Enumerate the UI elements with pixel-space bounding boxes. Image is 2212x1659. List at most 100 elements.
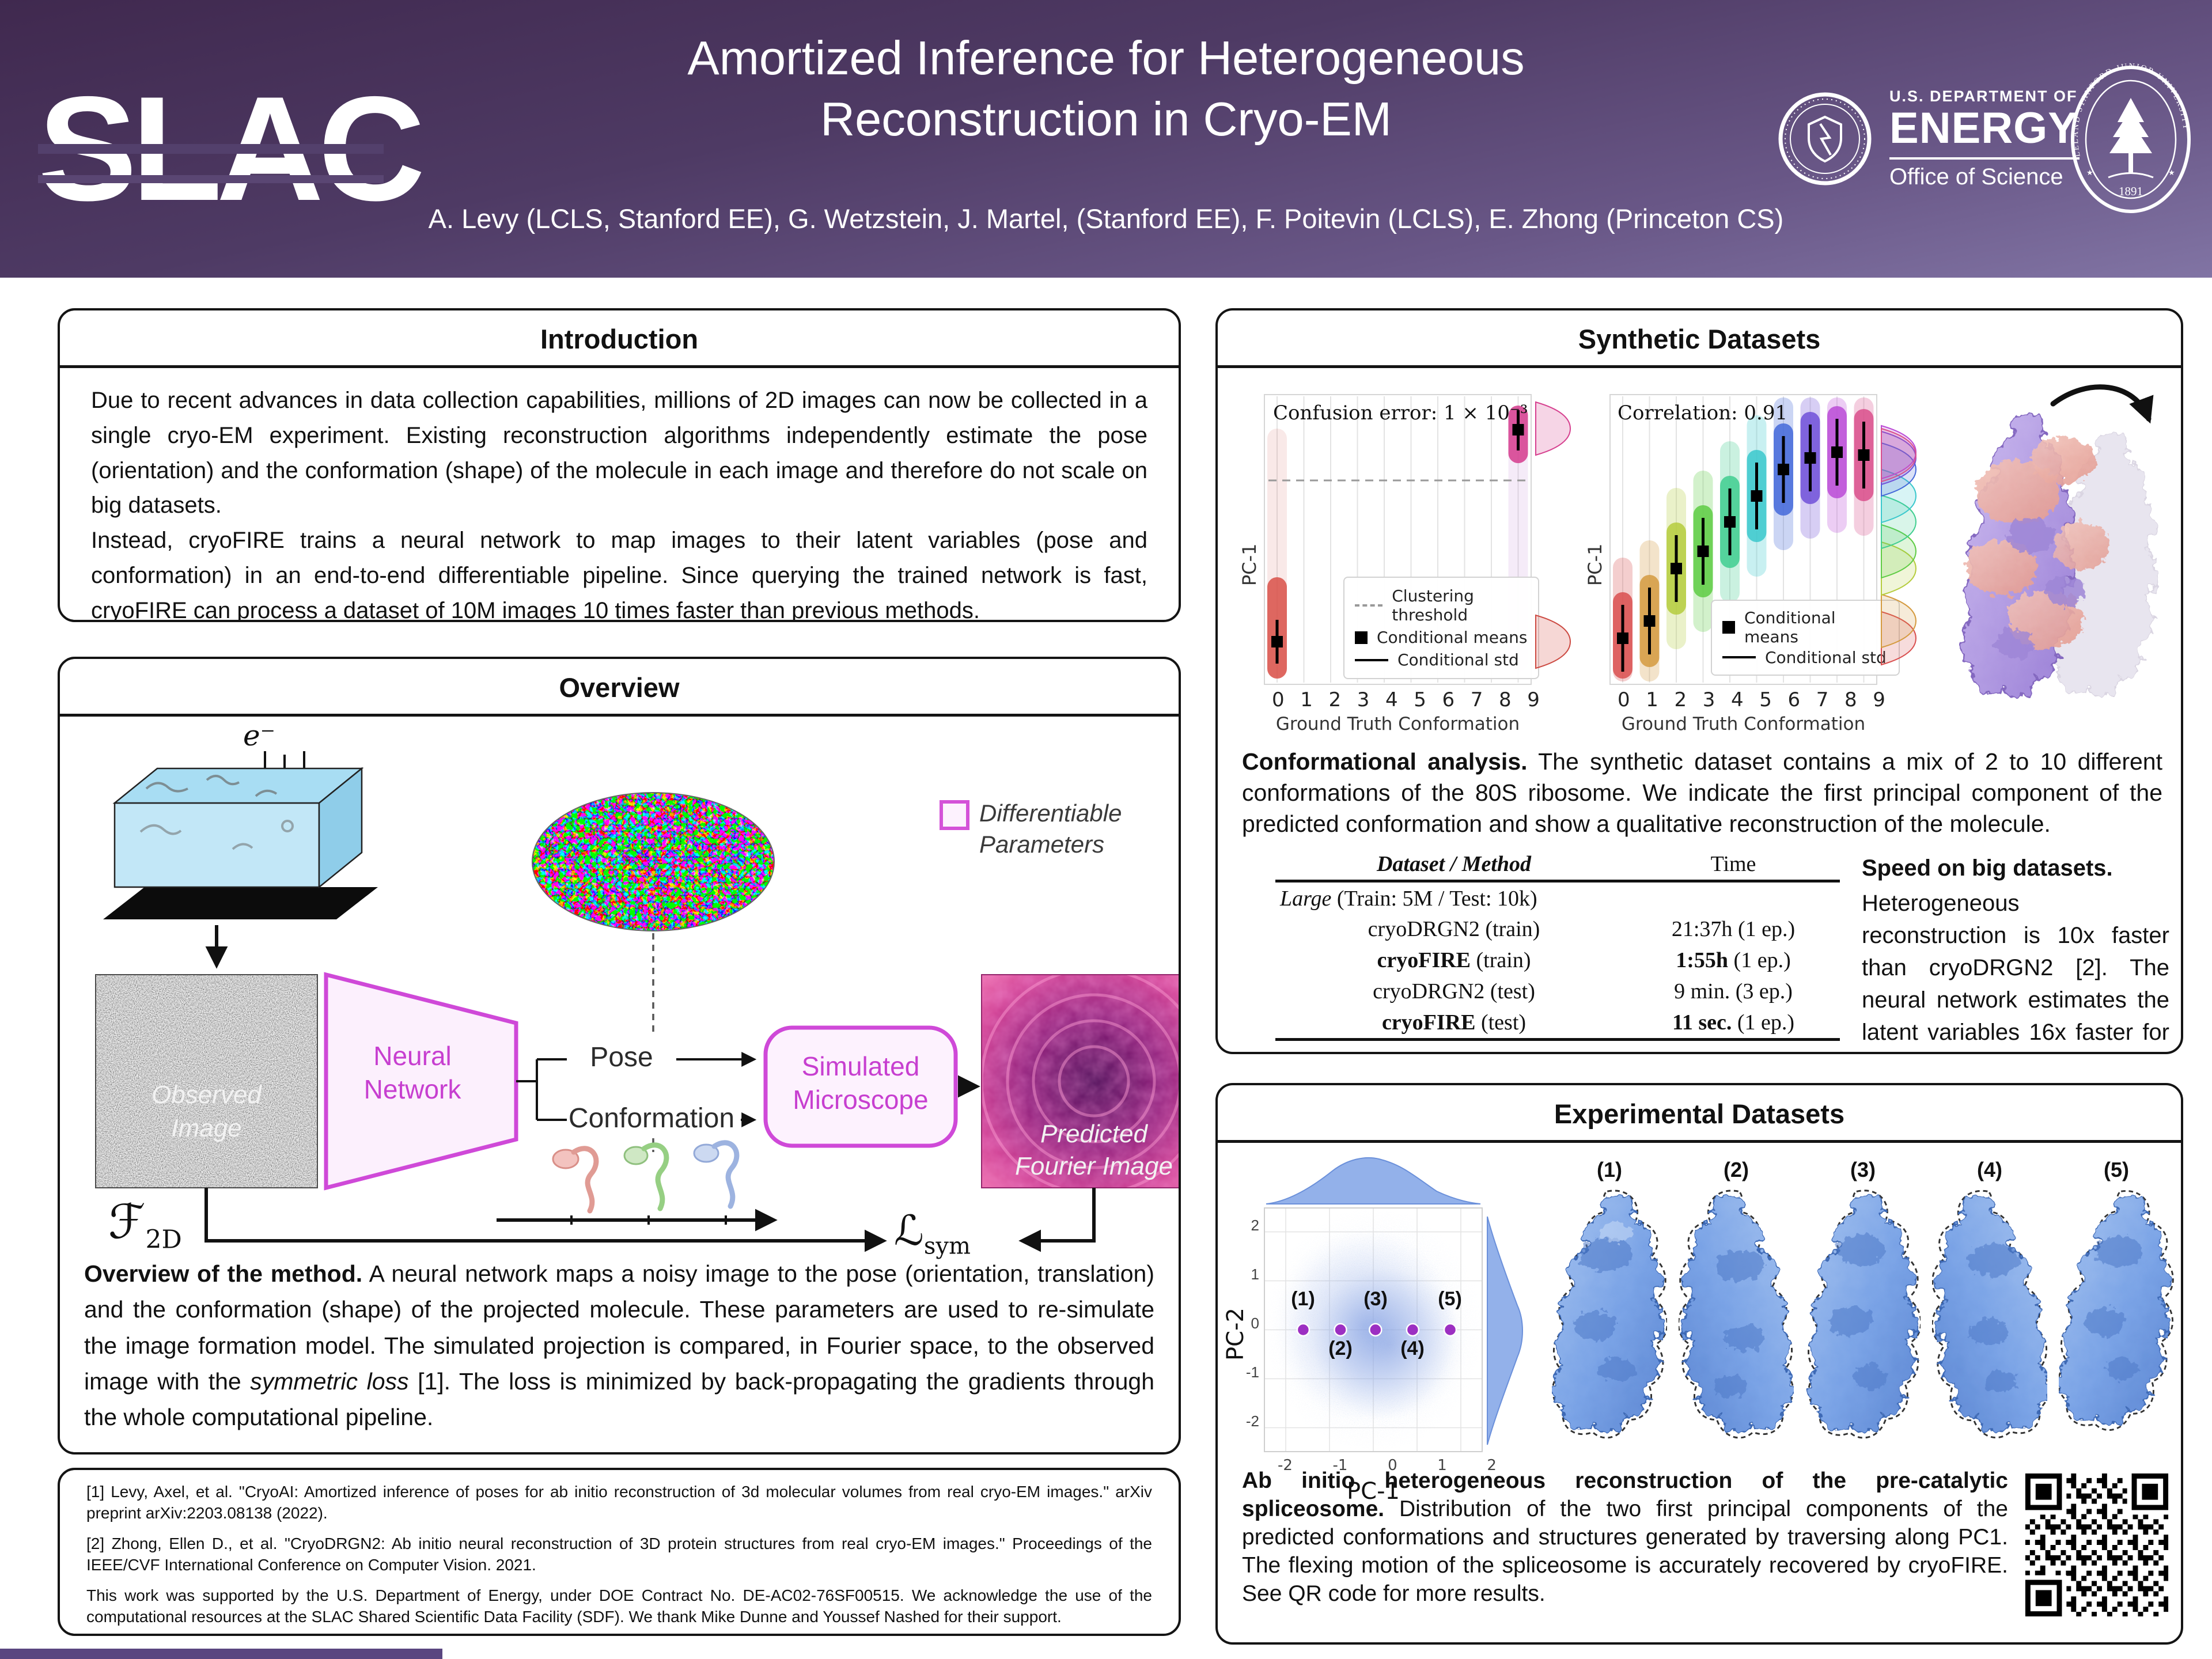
traversal-label: (1) [1291, 1288, 1315, 1310]
neural-network-trapezoid [324, 972, 518, 1191]
svg-text:★: ★ [2168, 168, 2175, 177]
poster-title-line2: Reconstruction in Cryo-EM [820, 92, 1392, 146]
correlation-marginals [1881, 425, 1917, 666]
traversal-points [1296, 1323, 1457, 1337]
simulated-microscope-box [763, 1025, 958, 1148]
traversal-label: (5) [1438, 1288, 1462, 1310]
experimental-datasets-panel: Experimental Datasets (1) (2) (3) (4) (5… [1215, 1083, 2183, 1645]
experimental-caption: Ab initio heterogeneous reconstruction o… [1242, 1468, 2008, 1606]
table-bottom-rule [1275, 1038, 1840, 1041]
qr-finder-patterns [2022, 1471, 2171, 1619]
correlation-annotation: Correlation: 0.91 [1618, 402, 1788, 425]
table-row: cryoDRGN2 (train) 21:37h (1 ep.) [1368, 917, 1796, 941]
y-tick: -2 [1245, 1412, 1259, 1430]
predicted-image-label1: Predicted [1040, 1120, 1147, 1148]
structure-label: (1) [1597, 1158, 1622, 1181]
solid-line-icon [1355, 658, 1388, 661]
table-row: cryoDRGN2 (test) 9 min. (3 ep.) [1373, 979, 1793, 1003]
introduction-title: Introduction [60, 310, 1179, 368]
header-banner: SLAC Amortized Inference for Heterogeneo… [0, 0, 2212, 278]
traversal-label: (2) [1328, 1338, 1353, 1359]
doe-logo: U.S. DEPARTMENT OF ENERGY Office of Scie… [1775, 88, 2080, 190]
diff-params-label1: Differentiable [979, 800, 1122, 827]
y-tick: 0 [1251, 1315, 1259, 1332]
spliceosome-structure [2059, 1189, 2174, 1434]
spliceosome-structure [1932, 1189, 2047, 1441]
footer-accent [0, 1649, 442, 1659]
slac-logo: SLAC [38, 68, 425, 241]
pose-label: Pose [590, 1042, 653, 1073]
ribosome-reconstruction [1961, 384, 2157, 698]
y-tick: 1 [1251, 1266, 1259, 1283]
svg-text:★: ★ [2086, 168, 2093, 177]
speed-note: Speed on big datasets. Heterogeneous rec… [1862, 855, 2169, 1045]
poster-title-line1: Amortized Inference for Heterogeneous [687, 31, 1525, 85]
y-tick: 2 [1251, 1217, 1259, 1234]
electron-label: e⁻ [243, 719, 275, 752]
timing-table: Dataset / Method Time Large (Train: 5M /… [1275, 849, 1840, 1041]
conditional-mean-squares [1617, 446, 1870, 644]
introduction-text: Due to recent advances in data collectio… [60, 368, 1179, 622]
confusion-annotation: Confusion error: 1 × 10⁻³ [1273, 402, 1528, 425]
poster-title: Amortized Inference for Heterogeneous Re… [530, 28, 1682, 150]
conformational-analysis-caption: Conformational analysis. The synthetic d… [1242, 748, 2162, 838]
spliceosome-structure [1552, 1190, 1667, 1439]
fourier-transform-symbol: ℱ2D [108, 1195, 182, 1255]
pc2-marginal-histogram [1487, 1216, 1523, 1445]
observed-image [95, 974, 318, 1188]
slac-logo-slice [38, 144, 384, 154]
square-marker-icon [1355, 631, 1368, 644]
loss-connector-lines [204, 1188, 1096, 1252]
doe-rule [1889, 157, 2080, 160]
confusion-marginals [1535, 401, 1571, 669]
reference-1: [1] Levy, Axel, et al. "CryoAI: Amortize… [86, 1483, 1152, 1522]
ice-slab-illustration [103, 767, 378, 919]
microscope-label1: Simulated [801, 1051, 920, 1081]
solid-line-icon [1722, 656, 1756, 659]
structure-label: (5) [2104, 1158, 2129, 1181]
experimental-title: Experimental Datasets [1218, 1085, 2181, 1143]
references-text: [1] Levy, Axel, et al. "CryoAI: Amortize… [60, 1470, 1179, 1634]
ribosome-pink-lobes [1965, 437, 2109, 658]
table-row: cryoFIRE (test) 11 sec. (1 ep.) [1381, 1010, 1795, 1035]
conformation-molecule-icons [552, 1140, 740, 1214]
qr-code [2020, 1468, 2174, 1622]
table-header-row: Dataset / Method Time [1376, 852, 1756, 876]
stanford-year: 1891 [2119, 184, 2143, 198]
y-tick: -1 [1245, 1363, 1259, 1381]
table-top-rule [1275, 880, 1840, 882]
doe-seal-icon [1778, 92, 1872, 185]
differentiable-parameters-swatch [940, 800, 969, 830]
reference-2: [2] Zhong, Ellen D., et al. "CryoDRGN2: … [86, 1534, 1152, 1574]
rotation-arrow-icon [2050, 384, 2154, 424]
stanford-seal-icon: LELAND STANFORD JUNIOR UNIVERSITY 1891 ★… [2071, 62, 2191, 213]
diff-params-label2: Parameters [979, 831, 1105, 858]
spliceosome-structure [1805, 1189, 1921, 1441]
doe-wordmark: U.S. DEPARTMENT OF ENERGY Office of Scie… [1889, 88, 2080, 190]
structure-label: (2) [1724, 1158, 1749, 1181]
predicted-image-label2: Fourier Image [1015, 1152, 1173, 1180]
conformation-axis-arrow [497, 1209, 778, 1232]
spliceosome-structure [1679, 1190, 1794, 1439]
confusion-xlabel: Ground Truth Conformation [1275, 714, 1520, 734]
table-group-row: Large (Train: 5M / Test: 10k) [1280, 887, 1537, 911]
square-marker-icon [1722, 621, 1735, 634]
references-panel: [1] Levy, Axel, et al. "CryoAI: Amortize… [58, 1468, 1181, 1636]
structure-label: (4) [1977, 1158, 2002, 1181]
slac-logo-slice [38, 175, 384, 183]
confusion-ylabel: PC-1 [1238, 543, 1260, 586]
intro-paragraph-2: Instead, cryoFIRE trains a neural networ… [91, 528, 1147, 622]
x-ticks: -2 -1 0 1 2 [1278, 1457, 1497, 1474]
correlation-ylabel: PC-1 [1584, 543, 1606, 586]
synthetic-datasets-panel: Synthetic Datasets Confusion error: 1 × … [1215, 308, 2183, 1054]
pc1-marginal-histogram [1266, 1157, 1481, 1205]
overview-title: Overview [60, 659, 1179, 717]
pc-scatter-plot [1264, 1207, 1483, 1452]
symmetric-loss-symbol: ℒsym [894, 1206, 971, 1260]
overview-diagram [95, 751, 1179, 1252]
conformation-label: Conformation [568, 1103, 735, 1134]
table-row: cryoFIRE (train) 1:55h (1 ep.) [1377, 948, 1791, 972]
